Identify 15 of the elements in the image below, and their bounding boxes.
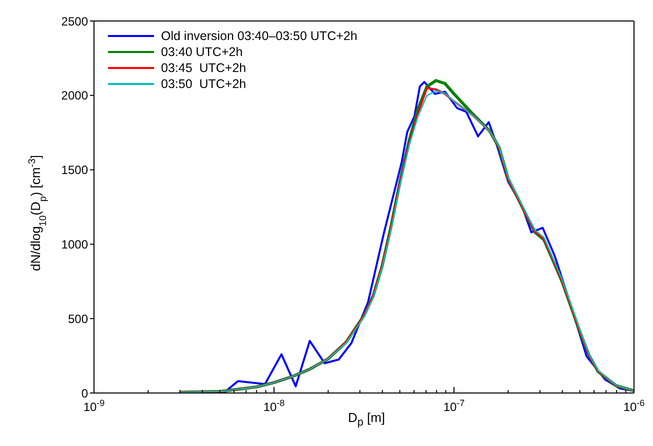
- y-tick-label: 500: [68, 312, 88, 326]
- x-tick-label: 10$^{-9}$: [83, 398, 105, 414]
- legend-label: 03:50 UTC+2h: [161, 76, 246, 92]
- y-tick-label: 2500: [61, 14, 88, 28]
- x-tick-label: 10$^{-8}$: [263, 398, 285, 414]
- y-tick-label: 0: [81, 386, 88, 400]
- y-tick-label: 1000: [61, 237, 88, 252]
- y-tick-label: 2000: [61, 88, 88, 103]
- x-tick-label: 10$^{-6}$: [623, 398, 645, 414]
- x-axis-title: D$_{p}$ [m]: [348, 410, 386, 429]
- legend-label: 03:45 UTC+2h: [161, 60, 246, 76]
- legend-label: 03:40 UTC+2h: [161, 44, 243, 60]
- y-tick-label: 1500: [61, 163, 88, 178]
- legend-label: Old inversion 03:40–03:50 UTC+2h: [161, 28, 358, 44]
- x-tick-label: 10$^{-7}$: [443, 398, 465, 414]
